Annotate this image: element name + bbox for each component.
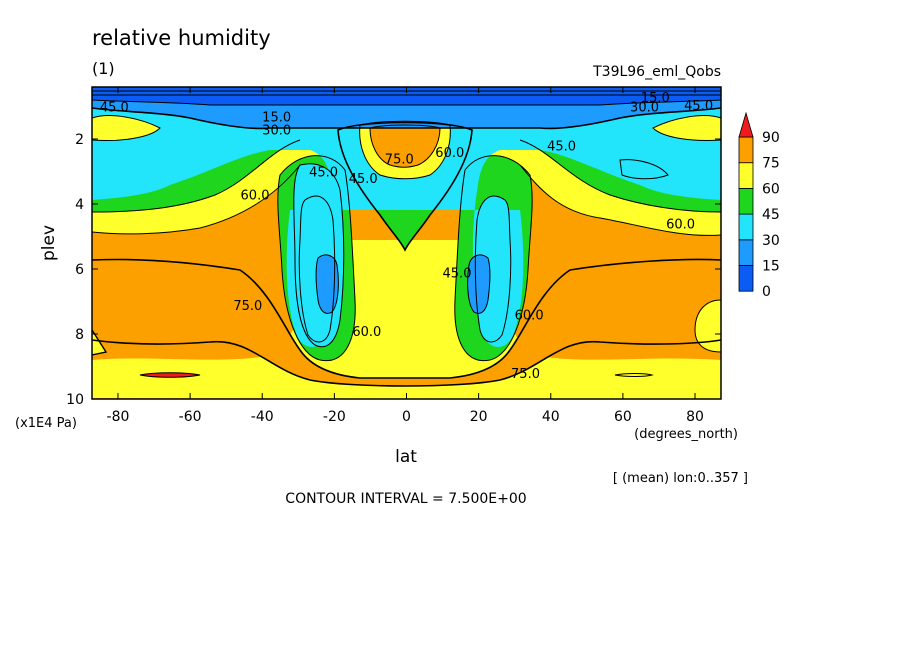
- fill-red-left: [140, 372, 200, 378]
- x-tick-label: 60: [614, 409, 632, 425]
- contour-label: 45.0: [443, 266, 472, 281]
- contour-label: 60.0: [241, 188, 270, 203]
- x-tick-label: 20: [470, 409, 488, 425]
- contour-labels: 45.015.030.060.045.0 45.075.0 60.015.030.0…: [100, 91, 713, 382]
- contour-label: 60.0: [352, 325, 381, 340]
- fill-30: [92, 87, 721, 347]
- contour-label: 60.0: [435, 146, 464, 161]
- fill-yellow-corner-right: [695, 300, 721, 352]
- contour-label: 45.0: [684, 99, 713, 114]
- colorbar-segment: [738, 213, 754, 241]
- x-tick-label: -60: [179, 409, 202, 425]
- chart-title: relative humidity: [92, 26, 271, 50]
- contour-label: 15.0: [262, 110, 291, 125]
- fill-75-band: [92, 259, 721, 386]
- colorbar-segment: [738, 187, 754, 215]
- x-tick-label: -40: [251, 409, 274, 425]
- contour-label: 60.0: [515, 309, 544, 324]
- contour-lines: [92, 90, 721, 387]
- contour-interval: CONTOUR INTERVAL = 7.500E+00: [285, 491, 526, 507]
- colorbar-segment: [738, 136, 754, 164]
- x-tick-label: 40: [542, 409, 560, 425]
- fill-lobe-right: [653, 115, 721, 141]
- y-tick-label: 8: [75, 327, 84, 343]
- x-axis-title: lat: [395, 447, 417, 467]
- colorbar: 0 15 30 45 60 75 90: [738, 111, 780, 300]
- fill-center-core: [370, 125, 440, 168]
- colorbar-label: 90: [762, 130, 780, 146]
- y-tick-label: 4: [75, 197, 84, 213]
- fill-15-pocket-right: [467, 254, 490, 314]
- colorbar-extension: [738, 111, 754, 138]
- x-axis-units: (degrees_north): [634, 427, 738, 442]
- y-tick-label: 6: [75, 262, 84, 278]
- fill-lobe-left: [92, 115, 160, 141]
- contour-label: 30.0: [630, 101, 659, 116]
- y-axis-title: plev: [39, 225, 59, 261]
- contour-label: 75.0: [385, 153, 414, 168]
- colorbar-label: 75: [762, 156, 780, 172]
- colorbar-segment: [738, 265, 754, 292]
- panel-label: (1): [92, 59, 115, 78]
- subset-note: [ (mean) lon:0..357 ]: [613, 471, 748, 486]
- contour-label: 45.0: [349, 172, 378, 187]
- run-label: T39L96_eml_Qobs: [592, 64, 721, 80]
- axes: -80 -60 -40 -20 0 20 40 60 80 2 4 6 8 10: [66, 87, 721, 425]
- y-tick-label: 10: [66, 392, 84, 408]
- contour-label: 60.0: [666, 218, 695, 233]
- contour-label: 45.0: [309, 166, 338, 181]
- y-tick-label: 2: [75, 132, 84, 148]
- colorbar-label: 30: [762, 233, 780, 249]
- colorbar-label: 15: [762, 259, 780, 275]
- colorbar-segment: [738, 239, 754, 266]
- contour-label: 75.0: [511, 367, 540, 382]
- fill-60-lower: [92, 240, 721, 399]
- x-tick-label: 0: [402, 409, 411, 425]
- contour-label: 30.0: [262, 123, 291, 138]
- y-axis-units: (x1E4 Pa): [15, 416, 77, 431]
- colorbar-label: 60: [762, 181, 780, 197]
- contour-label: 45.0: [100, 101, 129, 116]
- colorbar-segment: [738, 162, 754, 189]
- x-tick-label: -20: [323, 409, 346, 425]
- contour-label: 45.0: [547, 140, 576, 155]
- colorbar-label: 45: [762, 207, 780, 223]
- contour-label: 15.0: [641, 91, 670, 106]
- contour-label: 75.0: [233, 299, 262, 314]
- colorbar-label: 0: [762, 284, 771, 300]
- contour-field: [92, 87, 721, 399]
- fill-15-pocket-left: [316, 254, 339, 314]
- x-tick-label: 80: [686, 409, 704, 425]
- x-tick-label: -80: [107, 409, 130, 425]
